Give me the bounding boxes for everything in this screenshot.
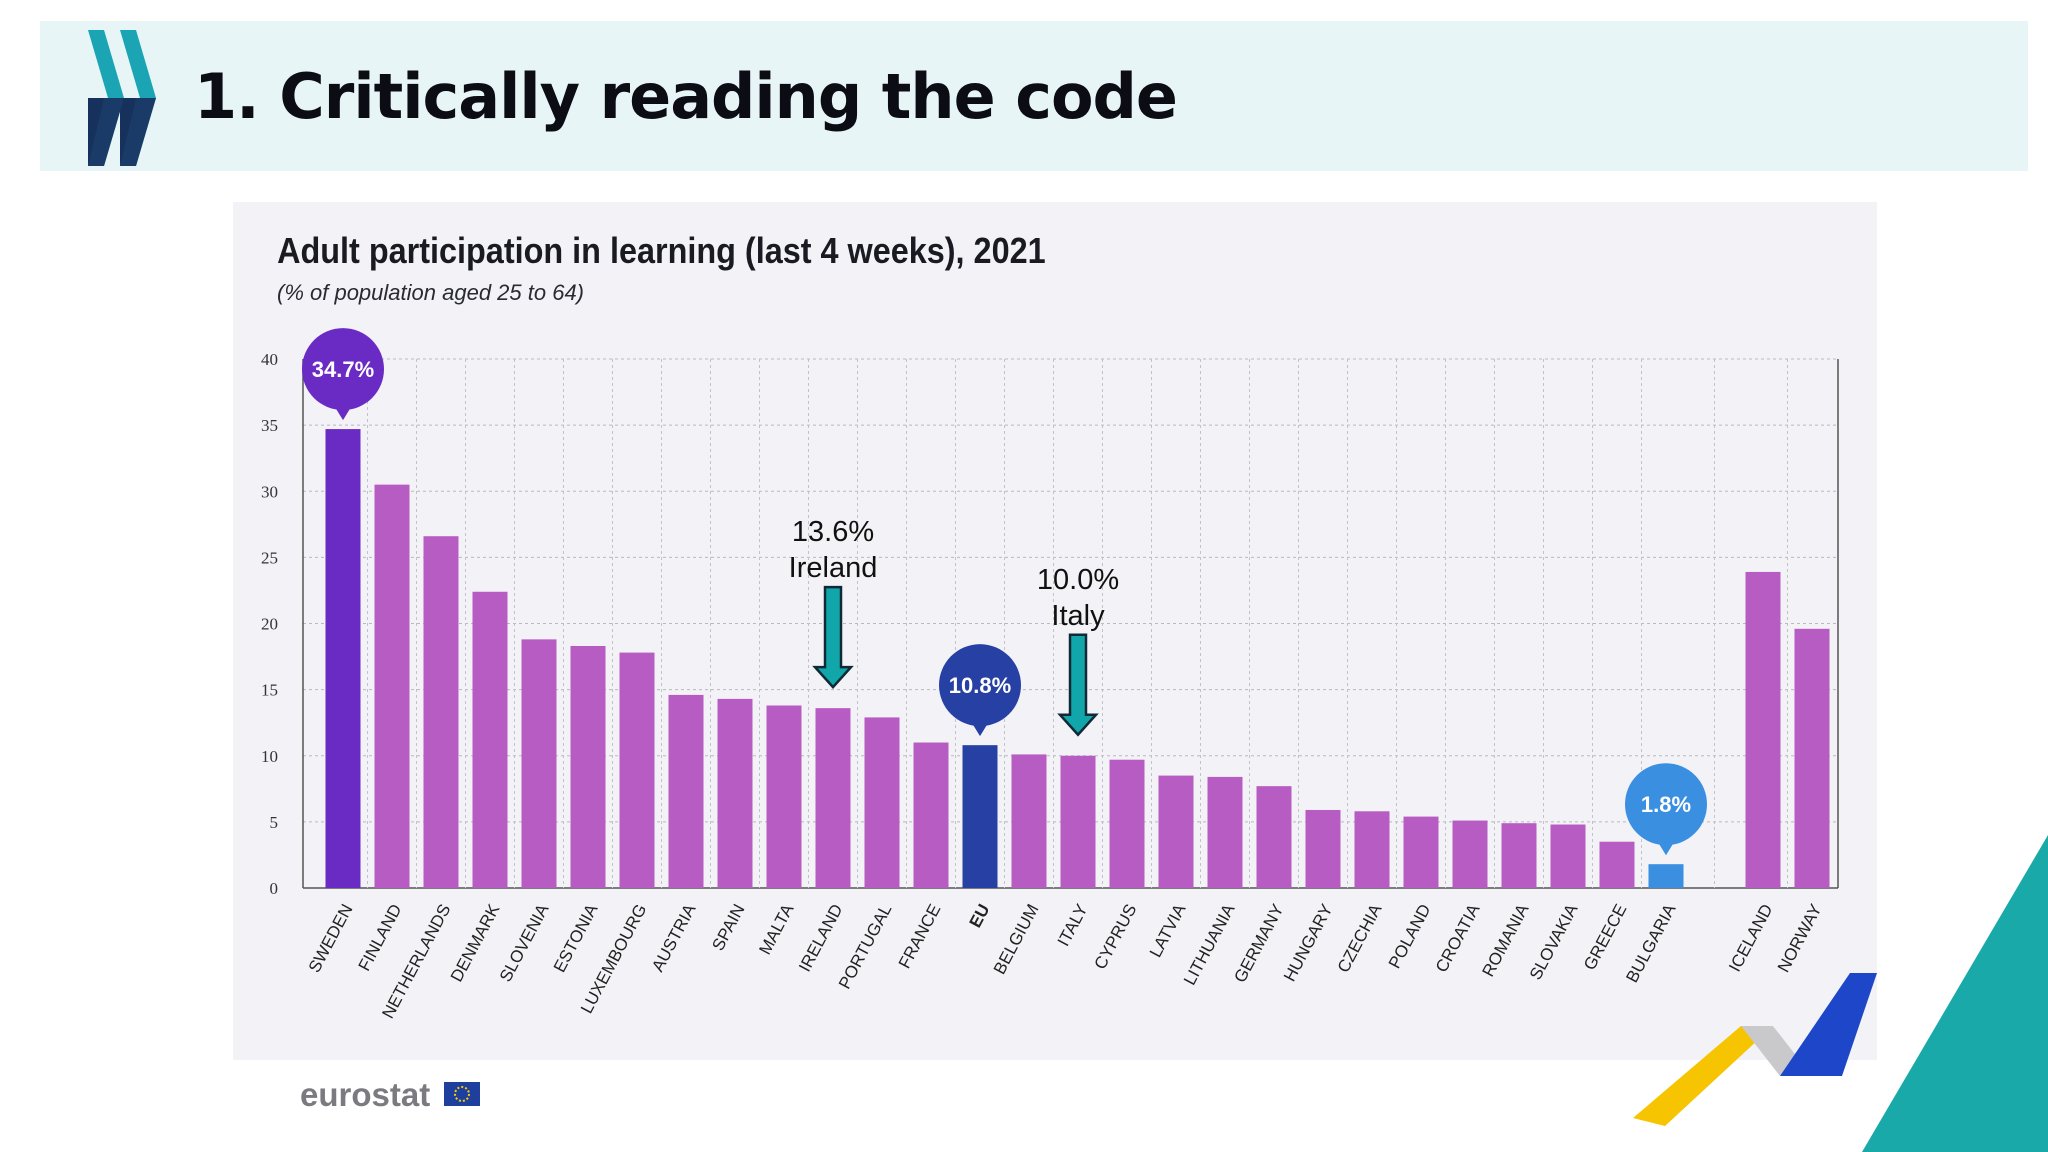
slide-title: 1. Critically reading the code xyxy=(194,60,1178,133)
x-tick-label: AUSTRIA xyxy=(648,900,700,975)
bar-czechia xyxy=(1354,811,1390,888)
bar-latvia xyxy=(1158,775,1194,888)
corner-teal-shape xyxy=(1862,835,2048,1152)
bar-spain xyxy=(717,698,753,888)
annotation-value: 10.0% xyxy=(1037,564,1119,596)
bubble-label: 10.8% xyxy=(949,673,1011,698)
bar-slovakia xyxy=(1550,824,1586,888)
x-tick-label: FRANCE xyxy=(895,901,945,972)
annotation-country: Italy xyxy=(1051,600,1105,632)
bar-estonia xyxy=(570,645,606,888)
header-band xyxy=(40,21,2028,171)
bar-cyprus xyxy=(1109,759,1145,888)
bar-croatia xyxy=(1452,820,1488,888)
chart-card: Adult participation in learning (last 4 … xyxy=(233,202,1877,1060)
bar-norway xyxy=(1794,628,1830,888)
annotation-country: Ireland xyxy=(789,552,878,584)
x-tick-label: HUNGARY xyxy=(1280,901,1337,985)
x-tick-label: CYPRUS xyxy=(1090,901,1140,972)
y-tick-label: 40 xyxy=(261,350,278,369)
x-tick-label: ESTONIA xyxy=(550,900,602,975)
x-tick-label: GERMANY xyxy=(1230,901,1287,986)
bar-hungary xyxy=(1305,809,1341,888)
x-tick-label: SLOVAKIA xyxy=(1526,900,1582,983)
bar-romania xyxy=(1501,823,1537,888)
bubble-label: 1.8% xyxy=(1641,792,1691,817)
y-tick-label: 5 xyxy=(270,813,279,832)
eurostat-logo: eurostat xyxy=(300,1076,430,1113)
x-tick-label: GREECE xyxy=(1580,901,1630,973)
bar-poland xyxy=(1403,816,1439,888)
chart-title: Adult participation in learning (last 4 … xyxy=(277,231,1046,271)
x-tick-label: SLOVENIA xyxy=(496,900,553,985)
x-tick-label: SWEDEN xyxy=(305,901,357,976)
x-tick-label: DENMARK xyxy=(447,900,504,985)
bar-malta xyxy=(766,705,802,888)
bar-eu xyxy=(962,745,998,888)
x-tick-label: PORTUGAL xyxy=(835,901,896,992)
bar-italy xyxy=(1060,755,1096,888)
bar-ireland xyxy=(815,708,851,888)
annotation-value: 13.6% xyxy=(792,516,874,548)
x-tick-label: SPAIN xyxy=(708,901,748,954)
bar-lithuania xyxy=(1207,776,1243,888)
value-bubble-sweden: 34.7% xyxy=(302,328,384,421)
down-arrow-icon xyxy=(812,585,854,690)
annotation-ireland: 13.6% Ireland xyxy=(789,516,878,690)
eu-flag-icon xyxy=(444,1082,480,1106)
bar-france xyxy=(913,742,949,888)
annotation-italy: 10.0% Italy xyxy=(1037,564,1119,737)
y-tick-label: 25 xyxy=(261,548,278,567)
bar-denmark xyxy=(472,591,508,888)
x-tick-label: LITHUANIA xyxy=(1180,900,1239,988)
bar-finland xyxy=(374,484,410,888)
down-arrow-icon xyxy=(1057,633,1099,737)
x-tick-label: BULGARIA xyxy=(1622,900,1679,985)
x-tick-label: CZECHIA xyxy=(1334,900,1386,975)
y-tick-label: 35 xyxy=(261,416,278,435)
x-tick-label: MALTA xyxy=(755,900,798,957)
chart-subtitle: (% of population aged 25 to 64) xyxy=(277,280,584,305)
x-tick-label: ITALY xyxy=(1054,901,1092,949)
bar-chart: Adult participation in learning (last 4 … xyxy=(261,231,1839,1022)
x-tick-label: BELGIUM xyxy=(990,901,1043,977)
y-tick-label: 20 xyxy=(261,615,278,634)
bar-germany xyxy=(1256,786,1292,888)
double-chevron-icon xyxy=(88,30,156,166)
x-tick-label: CROATIA xyxy=(1432,900,1484,975)
bar-sweden xyxy=(325,429,361,888)
bar-luxembourg xyxy=(619,652,655,888)
value-bubble-bulgaria: 1.8% xyxy=(1625,763,1707,856)
x-tick-label: POLAND xyxy=(1385,901,1435,972)
x-tick-label: ROMANIA xyxy=(1479,900,1533,980)
y-tick-label: 10 xyxy=(261,747,278,766)
bar-bulgaria xyxy=(1648,864,1684,888)
x-tick-label: IRELAND xyxy=(795,901,846,975)
y-tick-label: 15 xyxy=(261,681,278,700)
x-tick-label: EU xyxy=(966,901,994,931)
bar-slovenia xyxy=(521,639,557,888)
y-tick-label: 0 xyxy=(270,879,279,898)
x-tick-label: NORWAY xyxy=(1774,901,1826,976)
x-tick-label: ICELAND xyxy=(1725,901,1776,975)
bubble-label: 34.7% xyxy=(312,357,374,382)
bar-portugal xyxy=(864,717,900,888)
bar-netherlands xyxy=(423,536,459,888)
y-tick-label: 30 xyxy=(261,482,278,501)
bar-iceland xyxy=(1745,571,1781,888)
value-bubble-eu: 10.8% xyxy=(939,644,1021,737)
bar-austria xyxy=(668,694,704,888)
x-tick-label: FINLAND xyxy=(355,901,406,974)
bar-greece xyxy=(1599,841,1635,888)
bar-belgium xyxy=(1011,754,1047,888)
x-tick-label: LATVIA xyxy=(1146,900,1190,960)
